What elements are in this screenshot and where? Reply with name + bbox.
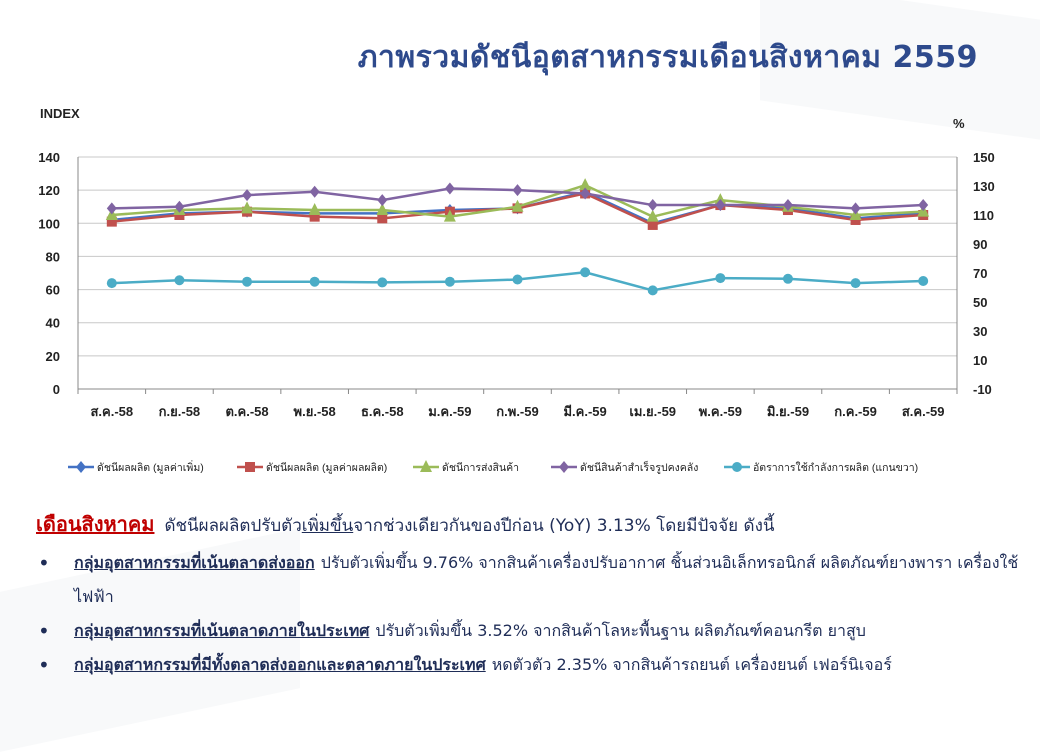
month-label: เดือนสิงหาคม [36, 512, 155, 536]
data-point [308, 203, 321, 216]
data-point [309, 211, 320, 222]
summary-lead: เดือนสิงหาคม ดัชนีผลผลิตปรับตัวเพิ่มขึ้นจ… [36, 508, 1026, 540]
data-point [646, 209, 659, 222]
right-axis-label: % [953, 116, 965, 131]
data-point [918, 199, 929, 212]
data-point [174, 200, 185, 213]
right-tick-label: 150 [973, 150, 995, 165]
data-point [511, 199, 524, 212]
data-point [580, 187, 591, 200]
data-point [377, 213, 388, 224]
left-tick-label: 80 [46, 249, 60, 264]
x-tick-label: พ.ย.-58 [294, 404, 336, 419]
data-point [715, 273, 726, 284]
data-point [782, 199, 793, 212]
legend-marker [76, 461, 86, 473]
legend-marker [559, 461, 569, 473]
bullet-list: กลุ่มอุตสาหกรรมที่เน้นตลาดส่งออกปรับตัวเ… [36, 546, 1026, 682]
left-tick-label: 40 [46, 316, 60, 331]
bullet-text: หดตัวตัว 2.35% จากสินค้ารถยนต์ เครื่องยน… [491, 655, 892, 674]
left-tick-label: 0 [53, 382, 60, 397]
list-item: กลุ่มอุตสาหกรรมที่มีทั้งตลาดส่งออกและตลา… [36, 648, 1026, 682]
legend-label: ดัชนีการส่งสินค้า [442, 461, 519, 474]
lead-text-2: จากช่วงเดียวกันของปีก่อน (YoY) 3.13% โดย… [353, 516, 775, 536]
x-tick-label: ส.ค.-59 [902, 404, 945, 419]
data-point [377, 194, 388, 207]
data-point [579, 178, 592, 191]
left-tick-label: 140 [38, 150, 60, 165]
right-tick-label: 130 [973, 179, 995, 194]
left-axis-label: INDEX [40, 106, 80, 121]
legend-marker [420, 460, 432, 472]
lead-text-1: ดัชนีผลผลิตปรับตัว [164, 516, 302, 536]
data-point [106, 202, 117, 215]
legend-marker [245, 462, 255, 472]
data-point [580, 267, 591, 278]
legend-label: อัตราการใช้กำลังการผลิต (แกนขวา) [753, 461, 918, 474]
x-tick-label: มี.ค.-59 [563, 404, 606, 419]
legend-label: ดัชนีสินค้าสำเร็จรูปคงคลัง [580, 460, 698, 474]
x-tick-label: มิ.ย.-59 [767, 404, 809, 419]
legend-label: ดัชนีผลผลิต (มูลค่าเพิ่ม) [97, 460, 204, 474]
x-tick-label: ก.ค.-59 [834, 404, 877, 419]
right-tick-label: 110 [973, 208, 994, 223]
bullet-text: ปรับตัวเพิ่มขึ้น 9.76% จากสินค้าเครื่องป… [74, 553, 1019, 606]
right-tick-label: 90 [973, 237, 987, 252]
x-tick-label: ม.ค.-59 [428, 404, 471, 419]
x-tick-label: เม.ย.-59 [629, 404, 676, 419]
data-point [443, 209, 456, 222]
bullet-group: กลุ่มอุตสาหกรรมที่มีทั้งตลาดส่งออกและตลา… [74, 655, 486, 674]
x-tick-label: ก.ย.-58 [159, 404, 201, 419]
data-point [106, 216, 117, 227]
x-tick-label: ธ.ค.-58 [361, 404, 404, 419]
data-point [647, 219, 658, 230]
data-point [309, 185, 320, 198]
left-tick-label: 60 [46, 283, 60, 298]
page-title: ภาพรวมดัชนีอุตสาหกรรมเดือนสิงหาคม 2559 [357, 40, 978, 75]
x-tick-label: ก.พ.-59 [496, 404, 538, 419]
data-point [174, 275, 185, 286]
data-point [444, 182, 455, 195]
right-tick-label: 30 [973, 324, 987, 339]
left-tick-label: 120 [38, 183, 60, 198]
x-tick-label: ส.ค.-58 [90, 404, 133, 419]
summary-notes: เดือนสิงหาคม ดัชนีผลผลิตปรับตัวเพิ่มขึ้นจ… [36, 508, 1026, 682]
data-point [850, 202, 861, 215]
data-point [241, 201, 254, 214]
data-point [242, 276, 253, 287]
x-tick-label: ต.ค.-58 [225, 404, 268, 419]
data-point [918, 275, 929, 286]
list-item: กลุ่มอุตสาหกรรมที่เน้นตลาดส่งออกปรับตัวเ… [36, 546, 1026, 614]
data-point [512, 274, 523, 285]
data-point [377, 277, 388, 288]
data-point [782, 273, 793, 284]
list-item: กลุ่มอุตสาหกรรมที่เน้นตลาดภายในประเทศ ปรั… [36, 614, 1026, 648]
left-tick-label: 100 [38, 216, 60, 231]
legend-label: ดัชนีผลผลิต (มูลค่าผลผลิต) [266, 461, 387, 474]
right-tick-label: 70 [973, 266, 987, 281]
data-point [444, 276, 455, 287]
data-point [242, 189, 253, 202]
lead-keyword: เพิ่มขึ้น [301, 516, 354, 536]
data-point [715, 199, 726, 212]
data-point [106, 278, 117, 289]
data-point [850, 278, 861, 289]
x-tick-label: พ.ค.-59 [699, 404, 742, 419]
right-tick-label: 10 [973, 353, 987, 368]
legend-marker [732, 462, 742, 472]
data-point [647, 285, 658, 296]
bullet-group: กลุ่มอุตสาหกรรมที่เน้นตลาดส่งออก [74, 553, 315, 572]
left-tick-label: 20 [46, 349, 60, 364]
bullet-text: ปรับตัวเพิ่มขึ้น 3.52% จากสินค้าโลหะพื้น… [375, 621, 866, 640]
right-tick-label: -10 [973, 382, 992, 397]
data-point [647, 199, 658, 212]
bullet-group: กลุ่มอุตสาหกรรมที่เน้นตลาดภายในประเทศ [74, 621, 370, 640]
right-tick-label: 50 [973, 295, 987, 310]
line-chart: 0 20 40 60 80 100 120 140 -10 10 30 50 70 90 110 130 150… [38, 106, 995, 474]
data-point [376, 203, 389, 216]
data-point [309, 276, 320, 287]
data-point [512, 184, 523, 197]
